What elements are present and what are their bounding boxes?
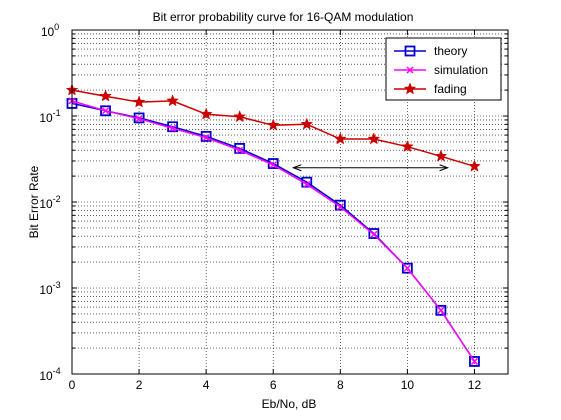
data-point-theory <box>435 304 447 316</box>
legend-label: fading <box>434 82 467 96</box>
x-tick-label: 6 <box>270 378 277 392</box>
x-tick-label: 2 <box>136 378 143 392</box>
y-tick-label: 10-2 <box>39 194 60 211</box>
data-point-fading <box>266 118 280 131</box>
legend-marker <box>404 45 416 57</box>
legend-label: theory <box>434 44 467 58</box>
x-axis-label: Eb/No, dB <box>262 397 317 411</box>
annotation-layer <box>291 164 450 172</box>
data-point-simulation <box>135 115 143 123</box>
data-point-simulation <box>269 161 277 169</box>
data-point-fading <box>401 140 414 153</box>
chart-title: Bit error probability curve for 16-QAM m… <box>153 10 414 24</box>
data-point-fading <box>367 132 381 145</box>
legend-label: simulation <box>434 63 488 77</box>
data-point-simulation <box>370 230 378 238</box>
legend-entry: theory <box>394 44 467 58</box>
x-tick-label: 10 <box>401 378 415 392</box>
data-point-theory <box>469 356 480 367</box>
data-point-fading <box>199 107 213 120</box>
data-point-simulation <box>336 203 344 211</box>
data-point-fading <box>300 117 314 130</box>
legend-marker <box>406 66 414 74</box>
data-point-simulation <box>102 107 110 115</box>
x-tick-label: 0 <box>69 378 76 392</box>
data-point-simulation <box>303 180 311 188</box>
legend: theory simulation fading <box>385 37 502 101</box>
arrow-head-left <box>291 164 302 172</box>
data-point-simulation <box>403 264 411 272</box>
y-axis-label: Bit Error Rate <box>27 165 41 238</box>
y-tick-label: 10-4 <box>39 366 60 383</box>
data-point-fading <box>132 95 146 108</box>
data-point-theory <box>334 199 346 211</box>
legend-entry: fading <box>394 82 467 96</box>
data-point-fading <box>434 149 448 162</box>
ticks-layer: 0 2 4 6 8 10 12 10-4 10-3 10-2 10-1 100 <box>39 22 508 392</box>
arrow-head-right <box>439 164 450 172</box>
x-tick-label: 8 <box>337 378 344 392</box>
data-point-simulation <box>202 134 210 142</box>
data-point-simulation <box>236 146 244 154</box>
y-tick-label: 10-3 <box>39 280 60 297</box>
y-tick-label: 10-1 <box>39 108 60 125</box>
data-point-simulation <box>169 124 177 132</box>
data-point-theory <box>100 105 111 117</box>
legend-marker <box>403 82 417 95</box>
y-tick-label: 100 <box>41 22 59 39</box>
series-simulation <box>68 97 478 365</box>
data-point-simulation <box>470 357 478 365</box>
x-tick-label: 12 <box>468 378 482 392</box>
data-point-fading <box>166 94 179 107</box>
data-point-theory <box>401 262 413 274</box>
x-tick-label: 4 <box>203 378 210 392</box>
data-point-fading <box>233 110 247 123</box>
data-point-fading <box>468 159 481 172</box>
data-point-theory <box>368 228 380 239</box>
data-point-simulation <box>437 306 445 314</box>
data-point-fading <box>99 89 112 102</box>
double-arrow-annotation <box>291 164 450 172</box>
legend-entry: simulation <box>394 63 488 77</box>
data-point-fading <box>333 132 347 145</box>
series-layer <box>65 83 481 367</box>
series-fading <box>65 83 481 172</box>
